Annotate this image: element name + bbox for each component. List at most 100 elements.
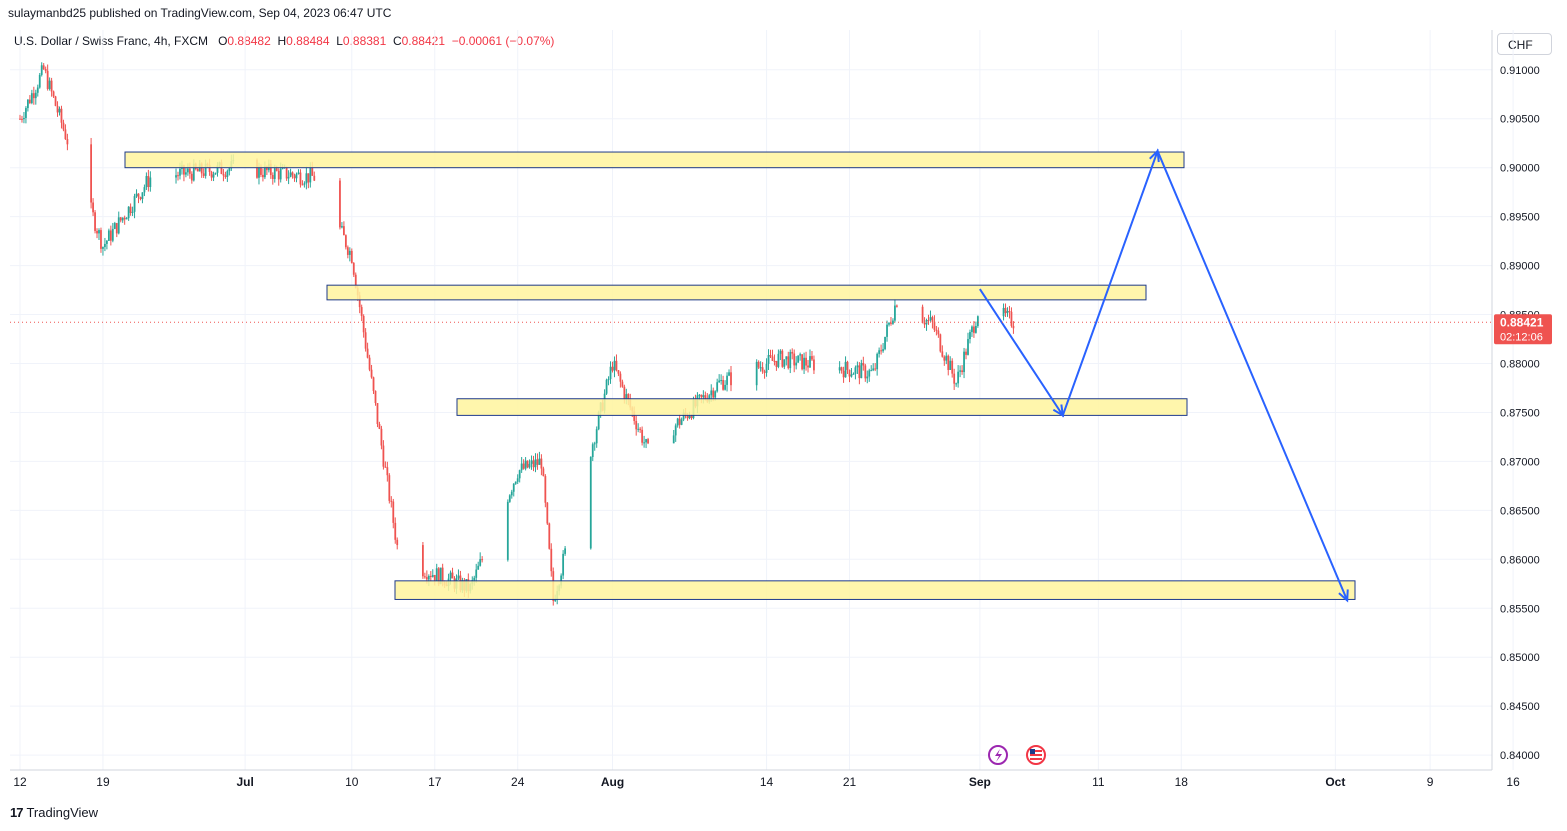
candle-body (781, 350, 784, 367)
candle-body (805, 357, 807, 366)
candle-body (427, 575, 430, 580)
y-tick-label: 0.87500 (1500, 407, 1540, 419)
y-tick-label: 0.91000 (1500, 65, 1540, 77)
candle-body (287, 176, 290, 179)
candle-body (534, 459, 537, 468)
candle-body (186, 168, 189, 173)
candle-body (868, 370, 871, 377)
candle-body (297, 172, 300, 174)
candle-body (929, 317, 932, 321)
symbol-name[interactable]: U.S. Dollar / Swiss Franc, 4h, FXCM (14, 34, 209, 48)
candle-body (514, 481, 517, 484)
candle-body (341, 226, 343, 228)
candle-body (362, 316, 365, 333)
x-tick-label: 24 (511, 775, 525, 789)
candle-body (530, 460, 533, 464)
candle-body (429, 575, 432, 577)
candle-body (951, 360, 954, 374)
candle-body (961, 370, 963, 373)
candle-body (38, 74, 41, 88)
candle-body (121, 217, 124, 221)
candle-body (135, 193, 138, 197)
candle-body (761, 367, 764, 372)
candle-body (783, 359, 786, 367)
candle-body (439, 567, 442, 585)
candle-body (886, 324, 888, 337)
candle-body (228, 168, 231, 172)
low-value: 0.88381 (342, 34, 387, 48)
candle-body (48, 80, 51, 89)
candle-body (801, 354, 803, 370)
currency-button[interactable]: CHF (1497, 33, 1552, 55)
candle-body (593, 443, 596, 445)
candle-body (536, 459, 539, 465)
candle-body (838, 367, 841, 371)
y-tick-label: 0.84000 (1500, 750, 1540, 762)
candle-body (350, 250, 353, 264)
candle-body (382, 445, 385, 467)
candle-body (1004, 307, 1007, 314)
candle-body (224, 175, 227, 177)
candle-body (688, 415, 691, 419)
change-value: −0.00061 (−0.07%) (451, 34, 555, 48)
candle-body (475, 569, 478, 578)
candle-body (773, 360, 776, 362)
us-flag-icon[interactable] (1026, 745, 1046, 765)
candle-body (473, 577, 476, 581)
candle-body (204, 163, 207, 176)
candle-body (597, 412, 600, 430)
candle-body (621, 381, 624, 387)
candle-body (643, 442, 645, 444)
candle-body (269, 163, 272, 176)
candle-body (185, 172, 187, 175)
candle-body (115, 223, 118, 234)
zone-resistance-top (124, 151, 1185, 169)
candle-body (953, 373, 956, 384)
candle-body (123, 217, 126, 220)
candle-body (864, 365, 867, 379)
candle-body (842, 370, 845, 378)
x-tick-label: 17 (428, 775, 442, 789)
candle-body (890, 322, 892, 324)
candle-body (923, 323, 926, 325)
x-tick-label: 11 (1092, 775, 1105, 789)
x-tick-label: Aug (601, 775, 624, 789)
candle-body (935, 329, 938, 331)
candle-body (937, 330, 940, 335)
candle-body (348, 250, 351, 255)
candle-body (524, 460, 527, 469)
candle-body (862, 362, 865, 366)
chart-axes: 0.910000.905000.900000.895000.890000.885… (10, 30, 1540, 789)
candle-body (145, 176, 148, 188)
candle-body (874, 368, 877, 370)
candle-body (528, 463, 531, 468)
candle-body (147, 176, 150, 188)
candle-body (423, 576, 426, 578)
candle-body (769, 355, 772, 357)
candle-body (339, 180, 341, 228)
candle-body (876, 353, 879, 370)
candle-body (291, 172, 294, 176)
candle-body (615, 360, 618, 371)
candle-body (522, 463, 525, 469)
candle-body (639, 428, 642, 430)
open-value: 0.88482 (227, 34, 271, 48)
x-tick-label: 21 (843, 775, 857, 789)
candle-body (969, 332, 971, 340)
candle-body (846, 361, 849, 370)
low-label: L (336, 34, 343, 48)
candle-body (260, 166, 262, 175)
candle-body (633, 411, 636, 422)
candle-body (188, 168, 191, 174)
candle-body (42, 65, 45, 69)
candle-body (307, 173, 310, 183)
candle-body (793, 353, 796, 366)
candle-body (945, 355, 948, 361)
projection-arrows (979, 148, 1349, 603)
brand-footer[interactable]: 17 TradingView (10, 805, 98, 820)
lightning-icon[interactable] (988, 745, 1008, 765)
tradingview-logo-icon: 17 (10, 805, 24, 820)
candle-body (279, 168, 282, 180)
candle-body (1010, 311, 1013, 326)
